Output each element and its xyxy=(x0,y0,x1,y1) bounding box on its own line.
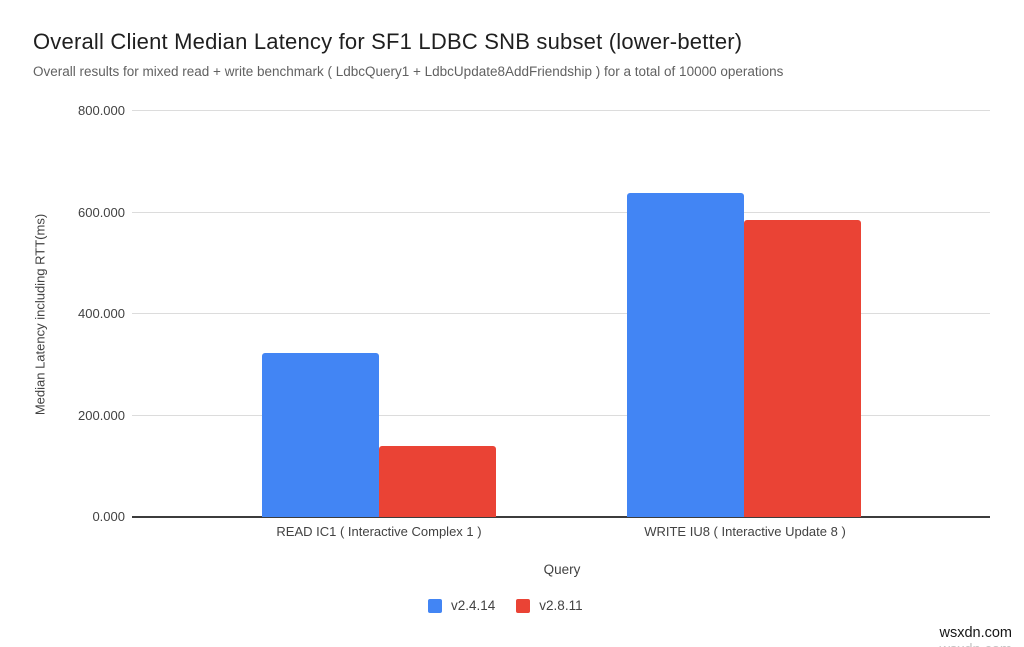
bar-v2.8.11-cat1 xyxy=(744,220,861,517)
bar-v2.4.14-cat1 xyxy=(627,193,744,517)
chart-title: Overall Client Median Latency for SF1 LD… xyxy=(33,29,743,54)
watermark-echo: wsxdn.com xyxy=(939,642,1012,647)
y-tick-label: 0.000 xyxy=(92,509,125,524)
chart-subtitle: Overall results for mixed read + write b… xyxy=(33,64,784,79)
y-tick-label: 800.000 xyxy=(78,103,125,118)
legend-swatch-icon xyxy=(428,598,442,613)
plot-area xyxy=(132,110,990,518)
legend-label: v2.4.14 xyxy=(451,598,496,613)
bar-v2.4.14-cat0 xyxy=(262,353,379,517)
legend-label: v2.8.11 xyxy=(539,598,583,613)
y-tick-label: 200.000 xyxy=(78,407,125,423)
x-category-label: WRITE IU8 ( Interactive Update 8 ) xyxy=(644,524,846,539)
gridline xyxy=(132,211,990,213)
y-axis-title: Median Latency including RTT(ms) xyxy=(32,213,48,416)
legend-swatch-icon xyxy=(516,598,531,613)
legend: v2.4.14 v2.8.11 xyxy=(428,598,583,613)
watermark: wsxdn.com xyxy=(939,625,1012,641)
gridline xyxy=(132,414,990,416)
legend-item-v2.4.14: v2.4.14 xyxy=(428,598,495,613)
gridline xyxy=(132,313,990,314)
gridline xyxy=(132,110,990,112)
y-tick-label: 400.000 xyxy=(78,306,125,321)
x-axis-line xyxy=(132,516,990,518)
x-axis-title: Query xyxy=(543,562,581,577)
bar-v2.8.11-cat0 xyxy=(379,446,496,517)
y-tick-label: 600.000 xyxy=(78,204,125,220)
x-category-label: READ IC1 ( Interactive Complex 1 ) xyxy=(276,524,482,539)
legend-item-v2.8.11: v2.8.11 xyxy=(516,598,583,613)
